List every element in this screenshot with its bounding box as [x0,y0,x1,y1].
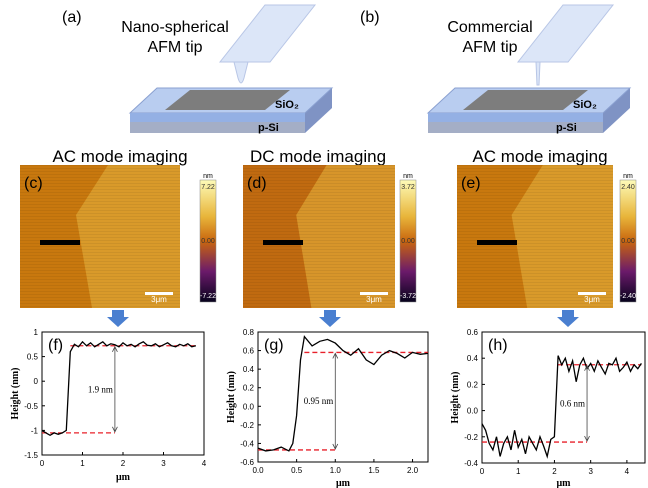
image-label: (c) [24,175,43,192]
x-tick-label: 3 [161,459,166,468]
down-arrow [107,310,129,327]
y-tick-label: -1.5 [24,451,38,460]
panel-label: (a) [62,9,82,26]
colorbar-label: 3.72 [401,184,415,191]
colorbar-label: 0.00 [201,238,215,245]
annotation: 0.95 nm [304,396,334,406]
colorbar-label: -7.22 [200,293,216,300]
x-tick-label: 1 [516,467,521,476]
oxide-front [428,113,603,122]
down-arrow [319,310,341,327]
profile-line [40,240,80,245]
x-tick-label: 3 [588,467,593,476]
y-tick-label: 0.2 [467,380,479,389]
x-tick-label: 4 [202,459,207,468]
panel-label: (f) [48,337,63,354]
y-tick-label: -0.4 [464,459,478,468]
scale-bar-label: 3μm [366,295,382,304]
chart: 0.0 0.5 1.0 1.5 2.0 -0.6 -0.4 -0.2 0.0 0.2 0.4 0.6 0… [226,328,428,488]
colorbar-unit: nm [203,173,213,180]
colorbar-label: -3.72 [400,293,416,300]
image-title: DC mode imaging [250,147,386,166]
y-tick-label: -0.5 [24,402,38,411]
x-tick-label: 2.0 [407,466,419,475]
x-tick-label: 1.0 [330,466,342,475]
chart: 0 1 2 3 4 -1.5 -1 -0.5 0 0.5 1 Height (nm) μm 1.9 nm (… [10,328,207,483]
image-label: (e) [461,175,481,192]
y-tick-label: 0.5 [27,353,39,362]
x-tick-label: 2 [552,467,557,476]
y-tick-label: 0.6 [467,328,479,337]
scale-bar-label: 3μm [151,295,167,304]
x-tick-label: 0 [480,467,485,476]
colorbar-label: 0.00 [401,238,415,245]
tip-label: AFM tip [147,39,202,56]
schematic: (a) Nano-spherical AFM tip SiO₂ p-Si [62,5,332,134]
y-tick-label: -1 [31,426,39,435]
schematic: (b) Commercial AFM tip SiO₂ p-Si [360,5,630,134]
image-title: AC mode imaging [472,147,607,166]
y-axis-label: Height (nm) [10,368,21,420]
tip-label: Commercial [447,19,532,36]
y-axis-label: Height (nm) [450,372,461,424]
y-axis-label: Height (nm) [226,371,237,423]
colorbar-label: 0.00 [621,238,635,245]
panel-label: (h) [488,337,508,354]
y-tick-label: 0.2 [243,384,255,393]
colorbar-label: 7.22 [201,184,215,191]
colorbar-label: -2.40 [620,293,636,300]
substrate-label: p-Si [258,122,279,134]
substrate-label: p-Si [556,122,577,134]
plot-frame [42,332,204,455]
image-title: AC mode imaging [52,147,187,166]
scale-bar-label: 3μm [584,295,600,304]
y-tick-label: -0.6 [240,458,254,467]
tip-label: Nano-spherical [121,19,229,36]
down-arrow [557,310,579,327]
panel-label: (g) [264,337,284,354]
y-tick-label: -0.2 [464,433,478,442]
profile-line [477,240,517,245]
image-label: (d) [247,175,267,192]
x-axis-label: μm [557,478,572,488]
oxide-front [130,113,305,122]
x-tick-label: 0.0 [252,466,264,475]
profile-line [42,342,196,436]
annotation: 1.9 nm [88,384,113,394]
x-tick-label: 1 [80,459,85,468]
y-tick-label: 1 [34,328,39,337]
y-tick-label: -0.2 [240,421,254,430]
y-tick-label: 0 [34,377,39,386]
annotation: 0.6 nm [560,398,585,408]
panel-label: (b) [360,9,380,26]
x-tick-label: 2 [121,459,126,468]
figure: (a) Nano-spherical AFM tip SiO₂ p-Si (b) Comme… [0,0,648,488]
colorbar-label: 2.40 [621,184,635,191]
chart: 0 1 2 3 4 -0.4 -0.2 0.0 0.2 0.4 0.6 Height (nm) μm 0.… [450,328,645,488]
y-tick-label: 0.4 [467,354,479,363]
x-tick-label: 1.5 [368,466,380,475]
x-tick-label: 0.5 [291,466,303,475]
x-axis-label: μm [336,478,351,488]
tip [536,62,540,85]
y-tick-label: 0.6 [243,347,255,356]
y-tick-label: 0.0 [467,407,479,416]
x-axis-label: μm [116,472,131,483]
y-tick-label: -0.4 [240,439,254,448]
tip [234,62,248,83]
x-tick-label: 4 [625,467,630,476]
oxide-label: SiO₂ [573,99,597,111]
tip-label: AFM tip [462,39,517,56]
y-tick-label: 0.8 [243,328,255,337]
oxide-label: SiO₂ [275,99,299,111]
x-tick-label: 0 [40,459,45,468]
cantilever [220,5,315,62]
colorbar-unit: nm [403,173,413,180]
colorbar-unit: nm [623,173,633,180]
afm-noise [20,165,180,308]
y-tick-label: 0.0 [243,402,255,411]
y-tick-label: 0.4 [243,365,255,374]
profile-line [263,240,303,245]
